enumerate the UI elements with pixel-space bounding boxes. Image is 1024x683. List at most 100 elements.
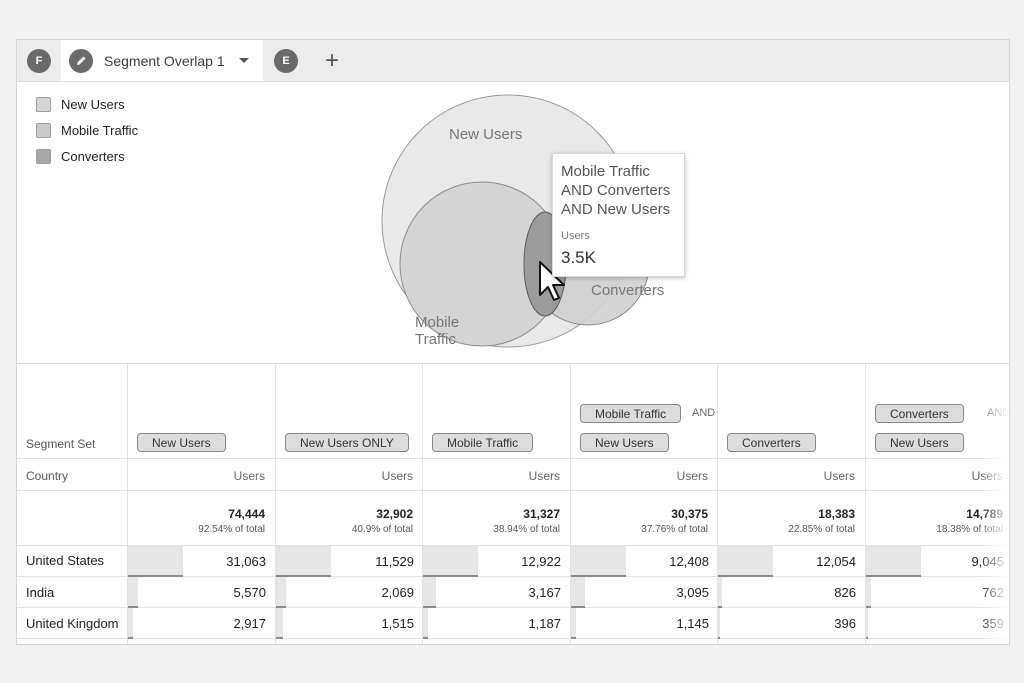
cell-value: 3,095	[676, 585, 709, 600]
table-cell[interactable]: 2,917	[128, 608, 276, 639]
venn-svg: New Users Mobile Traffic Converters	[381, 94, 664, 348]
total-percent: 38.94% of total	[493, 524, 560, 535]
table-cell[interactable]: 3,095	[571, 577, 719, 608]
and-operator: AND	[692, 407, 716, 419]
divider	[17, 458, 1009, 459]
column-total: 31,327 38.94% of total	[493, 507, 560, 535]
cell-value: 1,187	[528, 616, 561, 631]
users-header[interactable]: Users	[381, 469, 413, 483]
row-label[interactable]: United Kingdom	[26, 616, 119, 631]
column-total: 30,375 37.76% of total	[641, 507, 708, 535]
tooltip-title-line: AND New Users	[561, 201, 671, 218]
scroll-fade	[979, 364, 1009, 644]
table-cell[interactable]: 12,922	[423, 546, 571, 577]
venn-label-mobile: Mobile Traffic	[415, 314, 459, 348]
segment-pill[interactable]: Mobile Traffic	[432, 433, 534, 452]
segment-pill[interactable]: Converters	[875, 404, 964, 423]
table-cell[interactable]: 12,408	[571, 546, 719, 577]
cell-bar	[276, 577, 286, 608]
row-label[interactable]: United States	[26, 553, 105, 568]
table-cell[interactable]: 1,187	[423, 608, 571, 639]
legend-label: Converters	[61, 148, 125, 164]
pencil-icon[interactable]	[69, 48, 93, 73]
cell-bar	[571, 608, 576, 639]
tab-bar: F Segment Overlap 1 E +	[17, 40, 1009, 82]
table-cell[interactable]: 31,063	[128, 546, 276, 577]
table-cell[interactable]: 12,054	[718, 546, 866, 577]
table-cell[interactable]: 5,570	[128, 577, 276, 608]
venn-tooltip: Mobile Traffic AND Converters AND New Us…	[552, 153, 685, 277]
divider	[17, 576, 1009, 577]
divider	[17, 545, 1009, 546]
segment-pill[interactable]: New Users	[137, 433, 226, 452]
legend: New Users Mobile Traffic Converters	[36, 91, 138, 169]
users-header[interactable]: Users	[233, 469, 265, 483]
cell-bar	[128, 577, 138, 608]
cell-value: 12,054	[816, 554, 856, 569]
segment-pill[interactable]: New Users ONLY	[285, 433, 409, 452]
cell-bar	[128, 546, 183, 577]
country-label: Country	[26, 469, 69, 483]
segment-column: New Users Users 74,444 92.54% of total 31,06…	[127, 364, 276, 644]
chevron-down-icon[interactable]	[238, 58, 249, 63]
venn-label-new-users: New Users	[449, 126, 522, 143]
segment-pill[interactable]: New Users	[580, 433, 669, 452]
segment-column: Mobile Traffic Users 31,327 38.94% of total…	[422, 364, 571, 644]
segment-table: Segment Set Country United States India …	[17, 363, 1009, 644]
users-header[interactable]: Users	[528, 469, 560, 483]
legend-swatch	[36, 122, 51, 138]
divider	[17, 638, 1009, 639]
table-cell[interactable]: 826	[718, 577, 866, 608]
table-cell[interactable]: 3,167	[423, 577, 571, 608]
cell-value: 12,408	[669, 554, 709, 569]
legend-label: New Users	[61, 96, 125, 112]
add-tab-button[interactable]: +	[309, 40, 355, 81]
tooltip-title: Mobile Traffic AND Converters AND New Us…	[561, 162, 676, 219]
segment-pill[interactable]: Mobile Traffic	[580, 404, 682, 423]
cell-value: 396	[834, 616, 856, 631]
total-percent: 22.85% of total	[788, 524, 855, 535]
table-cell[interactable]: 11,529	[276, 546, 424, 577]
legend-swatch	[36, 96, 51, 112]
tab-segment-overlap[interactable]: Segment Overlap 1	[61, 40, 263, 81]
legend-label: Mobile Traffic	[61, 122, 139, 138]
tooltip-value: 3.5K	[561, 248, 596, 267]
segment-column: Converters Users 18,383 22.85% of total 12,0…	[717, 364, 866, 644]
legend-item-converters[interactable]: Converters	[36, 143, 138, 169]
legend-item-new-users[interactable]: New Users	[36, 91, 138, 117]
tab-f[interactable]: F	[17, 40, 61, 81]
cell-bar	[571, 546, 626, 577]
users-header[interactable]: Users	[676, 469, 708, 483]
venn-diagram: New Users Mobile Traffic Converters Mobil…	[17, 81, 1009, 363]
divider	[17, 490, 1009, 491]
cell-bar	[423, 608, 428, 639]
cell-value: 5,570	[233, 585, 266, 600]
legend-item-mobile-traffic[interactable]: Mobile Traffic	[36, 117, 138, 143]
cell-value: 2,917	[233, 616, 266, 631]
users-header[interactable]: Users	[823, 469, 855, 483]
tooltip-title-line: Mobile Traffic	[561, 163, 650, 180]
row-label[interactable]: India	[26, 585, 55, 600]
cell-bar	[276, 546, 331, 577]
tab-e[interactable]: E	[265, 40, 307, 81]
total-value: 31,327	[523, 507, 560, 521]
venn-label-converters: Converters	[591, 282, 664, 299]
cell-bar	[866, 577, 871, 608]
cell-bar	[571, 577, 585, 608]
table-cell[interactable]: 1,515	[276, 608, 424, 639]
cell-bar	[276, 608, 283, 639]
total-percent: 18.38% of total	[936, 524, 1003, 535]
cell-value: 826	[834, 585, 856, 600]
cell-bar	[718, 577, 722, 608]
column-total: 74,444 92.54% of total	[198, 507, 265, 535]
segment-pill[interactable]: Converters	[727, 433, 816, 452]
cursor-icon	[539, 261, 565, 301]
total-percent: 37.76% of total	[641, 524, 708, 535]
table-cell[interactable]: 2,069	[276, 577, 424, 608]
table-cell[interactable]: 396	[718, 608, 866, 639]
divider	[17, 607, 1009, 608]
tab-title: Segment Overlap 1	[104, 52, 225, 69]
table-cell[interactable]: 1,145	[571, 608, 719, 639]
cell-value: 1,515	[381, 616, 414, 631]
segment-pill[interactable]: New Users	[875, 433, 964, 452]
